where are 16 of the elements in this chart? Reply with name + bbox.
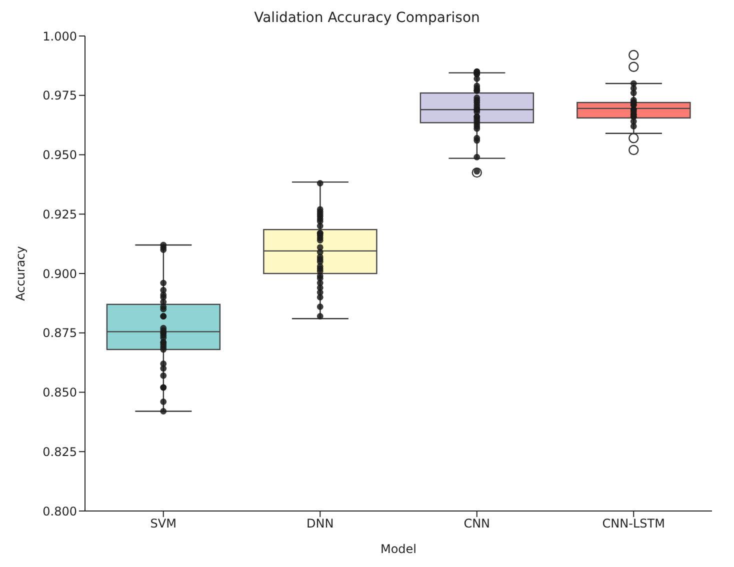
y-tick-label: 0.825 [42, 444, 77, 459]
y-tick-label: 0.950 [42, 148, 77, 162]
y-tick-label: 0.850 [42, 386, 77, 400]
y-tick-label: 0.925 [42, 207, 77, 222]
y-tick-label: 0.875 [42, 326, 77, 340]
y-tick-label: 0.975 [42, 88, 77, 103]
x-tick-label: CNN [464, 516, 490, 531]
y-tick-label: 1.000 [42, 29, 77, 44]
y-axis-title: Accuracy [13, 246, 28, 301]
x-tick-label: SVM [150, 516, 176, 531]
x-tick-label: DNN [306, 516, 334, 531]
chart-title: Validation Accuracy Comparison [253, 9, 481, 28]
y-tick-label: 0.800 [42, 504, 77, 518]
x-axis-title: Model [380, 542, 417, 556]
y-tick-label: 0.900 [42, 266, 77, 281]
x-tick-label: CNN-LSTM [602, 516, 665, 531]
